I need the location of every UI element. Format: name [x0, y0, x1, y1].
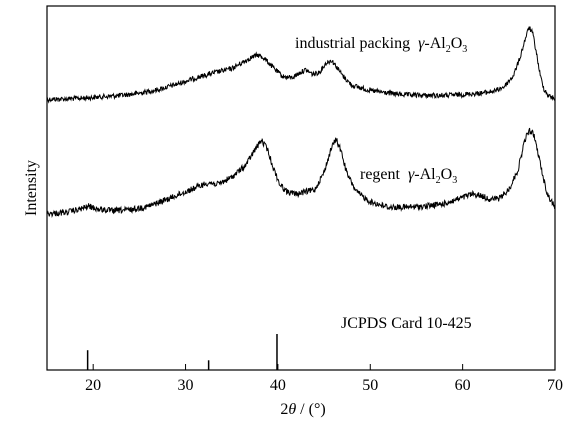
x-tick-label-60: 60 — [455, 377, 471, 394]
x-tick-label-20: 20 — [85, 377, 101, 394]
x-tick-label-30: 30 — [178, 377, 194, 394]
x-tick-label-40: 40 — [270, 377, 286, 394]
series-group — [46, 26, 556, 219]
plot-frame — [46, 5, 556, 371]
series-label-industrial-text: industrial packing — [295, 35, 410, 52]
x-axis-label: 2θ / (°) — [280, 401, 325, 418]
series-line-1 — [46, 127, 556, 219]
x-ticks: 20 30 40 50 60 70 — [85, 364, 563, 394]
y-axis-label: Intensity — [23, 160, 40, 216]
x-tick-label-50: 50 — [362, 377, 378, 394]
reference-card-label: JCPDS Card 10-425 — [341, 315, 472, 332]
series-label-regent: regent γ-Al2O3 — [360, 166, 457, 186]
reference-lines — [86, 334, 278, 370]
series-line-0 — [46, 26, 556, 104]
x-tick-label-70: 70 — [547, 377, 563, 394]
series-label-regent-text: regent — [360, 166, 401, 183]
series-label-industrial: industrial packing γ-Al2O3 — [295, 35, 467, 55]
